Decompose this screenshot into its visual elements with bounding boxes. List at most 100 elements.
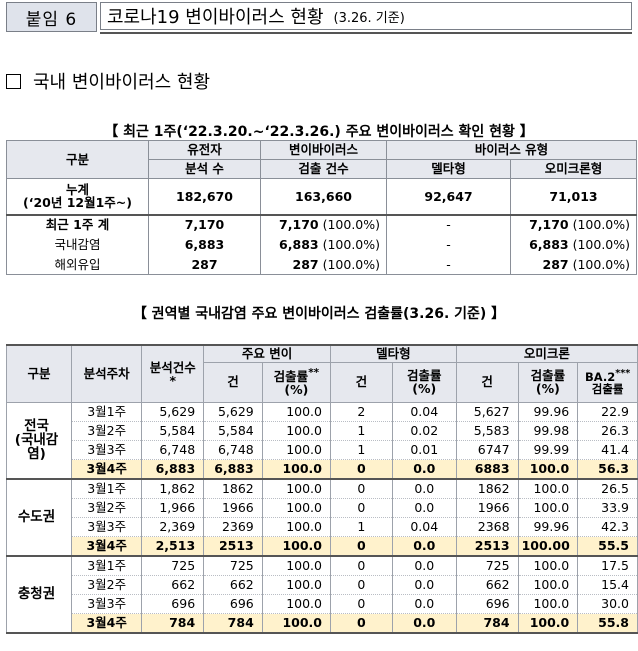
t2-ba2-rate: 15.4: [577, 575, 638, 595]
t2-omicron-rate: 99.99: [517, 440, 579, 460]
t1-header-analyzed-line2: 분석 수: [148, 159, 261, 179]
t2-row-nationwide: 3월2주 5,584 5,584 100.0 1 0.02 5,583 99.98 26.3: [7, 421, 638, 441]
t2-omicron-count: 5,583: [455, 421, 519, 441]
t2-major-count: 2513: [203, 536, 263, 557]
t2-major-count: 725: [203, 555, 263, 576]
t2-major-rate: 100.0: [261, 440, 331, 460]
t2-header-ba2-rate: BA.2*** 검출률: [577, 361, 638, 403]
t2-major-rate: 100.0: [261, 459, 331, 480]
t1-row-overseas: 해외유입 287 287 (100.0%) - 287 (100.0%): [6, 254, 638, 275]
square-bullet-icon: [6, 73, 21, 89]
t2-omicron-count: 1966: [455, 498, 519, 518]
t2-ba2-rate: 26.3: [577, 421, 638, 441]
t2-omicron-rate: 99.96: [517, 517, 579, 537]
t2-row-capital-area: 3월4주 2,513 2513 100.0 0 0.0 2513 100.00 55.5: [7, 536, 638, 557]
t2-delta-count: 1: [329, 440, 393, 460]
t2-analyzed: 725: [141, 555, 205, 576]
t2-major-rate: 100.0: [261, 613, 331, 634]
t1-row-domestic: 국내감염 6,883 6,883 (100.0%) - 6,883 (100.0…: [6, 234, 638, 255]
t1-delta: -: [386, 234, 511, 255]
t1-row-label: 최근 1주 계: [6, 214, 149, 235]
t2-delta-count: 0: [329, 478, 393, 499]
t2-omicron-rate: 100.0: [517, 478, 579, 499]
t2-week: 3월4주: [70, 613, 143, 634]
t2-major-rate: 100.0: [261, 575, 331, 595]
t2-delta-rate: 0.0: [391, 478, 457, 499]
t2-header-analyzed: 분석건수 *: [141, 344, 205, 403]
t2-row-chungcheong: 충청권 3월1주 725 725 100.0 0 0.0 725 100.0 17.5: [6, 555, 638, 634]
t2-row-capital-area: 3월3주 2,369 2369 100.0 1 0.04 2368 99.96 42.3: [7, 517, 638, 537]
t2-analyzed: 1,862: [141, 478, 205, 499]
t2-week: 3월3주: [70, 440, 143, 460]
t2-major-rate: 100.0: [261, 421, 331, 441]
regional-variant-table: 구분 분석주차 분석건수 * 주요 변이 델타형 오미크론 건 검출률** (%) …: [6, 344, 638, 634]
t2-delta-count: 0: [329, 498, 393, 518]
t2-header-omicron-rate: 검출률 (%): [517, 361, 579, 403]
t2-omicron-count: 5,627: [455, 402, 519, 422]
t2-major-rate: 100.0: [261, 498, 331, 518]
t2-major-count: 6,748: [203, 440, 263, 460]
t2-omicron-count: 696: [455, 594, 519, 614]
t1-header-detected-line2: 검출 건수: [260, 159, 387, 179]
t2-analyzed: 6,748: [141, 440, 205, 460]
t2-major-rate: 100.0: [261, 555, 331, 576]
weekly-variant-table: 구분 유전자 변이바이러스 바이러스 유형 분석 수 검출 건수 델타형 오미크…: [6, 140, 638, 275]
t2-omicron-count: 725: [455, 555, 519, 576]
t2-major-count: 1862: [203, 478, 263, 499]
t2-delta-count: 0: [329, 594, 393, 614]
t1-cumulative-analyzed: 182,670: [148, 178, 261, 216]
t2-major-count: 5,584: [203, 421, 263, 441]
t2-header-week: 분석주차: [70, 344, 143, 403]
t2-header-category: 구분: [6, 344, 72, 403]
t2-week: 3월4주: [70, 536, 143, 557]
t2-omicron-count: 6747: [455, 440, 519, 460]
t2-delta-rate: 0.0: [391, 536, 457, 557]
table1-caption: 【 최근 1주(‘22.3.20.~‘22.3.26.) 주요 변이바이러스 확…: [104, 124, 534, 140]
t2-delta-count: 1: [329, 517, 393, 537]
t1-detected: 7,170 (100.0%): [260, 214, 387, 235]
t2-region-label: 수도권: [6, 478, 72, 557]
t1-delta: -: [386, 254, 511, 275]
t2-analyzed: 662: [141, 575, 205, 595]
t2-major-count: 662: [203, 575, 263, 595]
t2-region-label: 전국 (국내감염): [6, 402, 72, 480]
t2-delta-count: 0: [329, 613, 393, 634]
t1-analyzed: 287: [148, 254, 261, 275]
t1-cumulative-delta: 92,647: [386, 178, 511, 216]
t2-ba2-rate: 41.4: [577, 440, 638, 460]
t2-ba2-rate: 55.8: [577, 613, 638, 634]
page-title-text: 코로나19 변이바이러스 현황: [107, 7, 324, 28]
t2-header-major-count: 건: [203, 361, 263, 403]
t2-week: 3월2주: [70, 421, 143, 441]
t2-major-count: 2369: [203, 517, 263, 537]
t1-omicron: 287 (100.0%): [509, 254, 638, 275]
t2-week: 3월2주: [70, 498, 143, 518]
t2-ba2-rate: 22.9: [577, 402, 638, 422]
t1-cumulative-label: 누계 (‘20년 12월1주~): [6, 178, 149, 216]
t2-week: 3월1주: [70, 478, 143, 499]
t2-major-rate: 100.0: [261, 594, 331, 614]
t1-header-detected-line1: 변이바이러스: [260, 140, 387, 160]
t2-week: 3월3주: [70, 594, 143, 614]
t2-ba2-rate: 26.5: [577, 478, 638, 499]
t2-major-count: 6,883: [203, 459, 263, 480]
t2-week: 3월3주: [70, 517, 143, 537]
t2-major-rate: 100.0: [261, 402, 331, 422]
t1-header-category: 구분: [6, 140, 149, 179]
t2-omicron-rate: 100.0: [517, 613, 579, 634]
t2-row-nationwide: 3월4주 6,883 6,883 100.0 0 0.0 6883 100.0 56.3: [7, 459, 638, 480]
t2-row-chungcheong: 3월4주 784 784 100.0 0 0.0 784 100.0 55.8: [7, 613, 638, 634]
t2-row-chungcheong: 3월2주 662 662 100.0 0 0.0 662 100.0 15.4: [7, 575, 638, 595]
t2-delta-rate: 0.0: [391, 575, 457, 595]
page-title: 코로나19 변이바이러스 현황 (3.26. 기준): [100, 2, 632, 30]
t1-row-cumulative: 누계 (‘20년 12월1주~) 182,670 163,660 92,647 7…: [6, 178, 638, 216]
t2-delta-count: 2: [329, 402, 393, 422]
t1-header-omicron: 오미크론형: [509, 159, 638, 179]
t2-delta-count: 0: [329, 575, 393, 595]
t1-cumulative-detected: 163,660: [260, 178, 387, 216]
t1-row-label: 국내감염: [6, 234, 149, 255]
t2-row-chungcheong: 3월3주 696 696 100.0 0 0.0 696 100.0 30.0: [7, 594, 638, 614]
t2-row-capital-area: 수도권 3월1주 1,862 1862 100.0 0 0.0 1862 100.0 26.5: [6, 478, 638, 557]
t2-delta-count: 1: [329, 421, 393, 441]
t2-header-delta: 델타형: [329, 344, 457, 363]
